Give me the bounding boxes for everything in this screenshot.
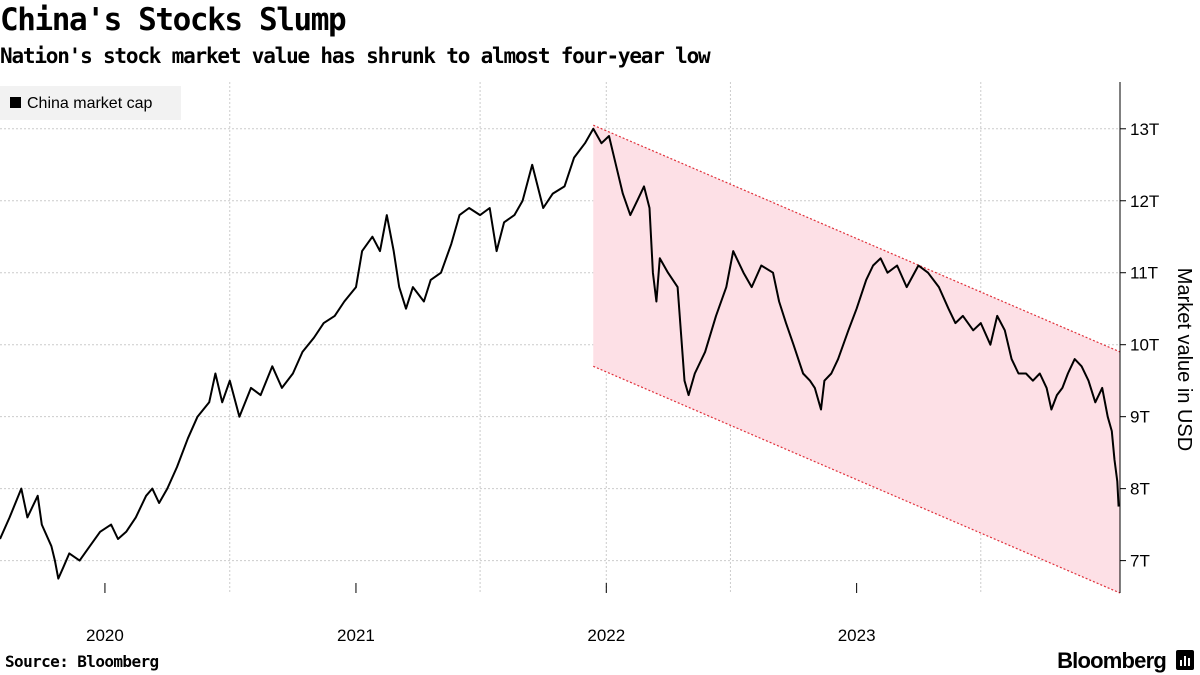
x-tick-label: 2020 (86, 626, 124, 645)
brand-logo: Bloomberg (1057, 648, 1167, 673)
y-tick-label: 7T (1130, 552, 1150, 571)
legend-swatch (10, 97, 21, 108)
y-tick-label: 13T (1130, 120, 1159, 139)
source-note: Source: Bloomberg (5, 652, 159, 671)
channel-lower-line (593, 365, 1121, 594)
y-tick-label: 8T (1130, 480, 1150, 499)
price-channel (593, 124, 1121, 594)
channel-upper-line (593, 124, 1121, 353)
series-layer (0, 127, 1120, 580)
legend-box (0, 86, 181, 120)
y-tick-label: 9T (1130, 408, 1150, 427)
axis-layer: 7T 8T 9T 10T 11T 12T 13T Market value in USD 202… (86, 82, 1195, 645)
y-tick-label: 11T (1130, 264, 1158, 283)
chart-title: China's Stocks Slump (0, 2, 347, 38)
bloomberg-chart-icon (1176, 650, 1194, 670)
x-tick-label: 2022 (587, 626, 625, 645)
chart-subtitle: Nation's stock market value has shrunk t… (0, 44, 711, 68)
x-tick-label: 2021 (337, 626, 375, 645)
legend-label: China market cap (27, 95, 152, 112)
legend: China market cap (0, 86, 181, 120)
y-axis-title: Market value in USD (1173, 268, 1195, 451)
y-tick-label: 10T (1130, 336, 1159, 355)
y-tick-label: 12T (1130, 192, 1159, 211)
x-tick-label: 2023 (838, 626, 876, 645)
series-line (0, 127, 1120, 580)
channel-band (593, 125, 1120, 593)
